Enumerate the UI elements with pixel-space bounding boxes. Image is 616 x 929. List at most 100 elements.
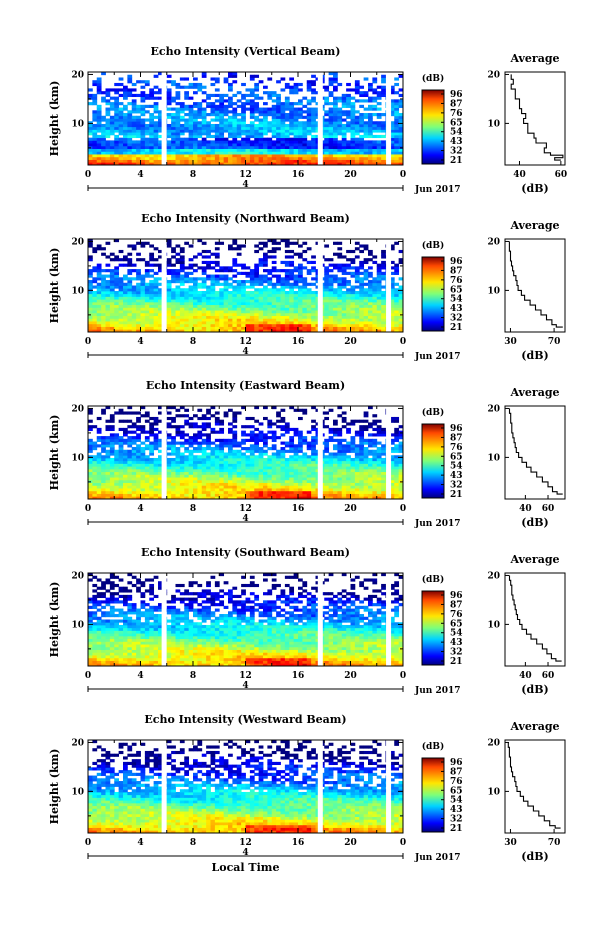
heatmap-cell [123,134,128,139]
heatmap-cell [359,93,365,98]
heatmap-cell [271,301,277,306]
heatmap-cell [179,479,185,483]
heatmap-cell [105,110,111,114]
heatmap-cell [92,444,98,448]
heatmap-cell [311,140,316,144]
heatmap-cell [201,460,207,464]
heatmap-cell [214,304,220,308]
heatmap-cell [398,299,404,303]
heatmap-cell [289,118,295,122]
heatmap-cell [149,140,155,144]
heatmap-cell [394,477,400,481]
heatmap-cell [109,304,115,308]
heatmap-cell [175,452,181,456]
heatmap-cell [363,323,369,327]
heatmap-cell [359,85,365,89]
heatmap-cell [394,329,400,333]
heatmap-cell [284,479,290,483]
heatmap-cell [153,444,159,448]
heatmap-cell [249,280,255,284]
heatmap-cell [179,326,185,330]
heatmap-cell [254,249,260,254]
heatmap-cell [206,447,211,451]
heatmap-cell [223,493,229,497]
heatmap-cell [389,488,395,492]
heatmap-cell [254,490,260,494]
heatmap-cell [293,474,299,478]
heatmap-cell [123,288,128,292]
heatmap-cell [131,290,137,295]
heatmap-cell [184,118,190,122]
heatmap-cell [254,312,260,316]
heatmap-cell [149,274,155,278]
heatmap-cell [175,244,181,248]
heatmap-cell [197,482,203,486]
heatmap-cell [258,471,264,475]
heatmap-cell [105,151,111,155]
heatmap-cell [144,241,150,245]
heatmap-cell [398,326,404,330]
heatmap-cell [236,312,242,316]
heatmap-cell [293,493,299,497]
heatmap-cell [158,121,163,125]
heatmap-cell [341,310,347,314]
heatmap-cell [158,266,163,270]
heatmap-cell [241,479,246,483]
heatmap-cell [354,156,360,160]
heatmap-cell [241,266,246,270]
heatmap-cell [241,137,246,141]
heatmap-cell [140,148,146,152]
heatmap-cell [193,482,198,486]
heatmap-cell [206,134,211,139]
heatmap-cell [179,460,185,464]
heatmap-cell [280,137,286,141]
heatmap-cell [228,266,233,270]
heatmap-cell [232,482,238,486]
heatmap-cell [311,154,316,158]
heatmap-cell [267,299,273,303]
heatmap-cell [368,296,373,300]
heatmap-cell [149,118,155,122]
heatmap-cell [175,277,181,281]
heatmap-cell [219,323,225,327]
heatmap-cell [105,326,111,330]
heatmap-cell [101,318,106,322]
heatmap-cell [92,447,98,451]
heatmap-cell [381,466,386,470]
heatmap-cell [328,274,334,278]
heatmap-cell [333,143,338,147]
heatmap-cell [346,126,351,130]
heatmap-cell [210,318,216,322]
heatmap-cell [114,460,120,464]
heatmap-cell [131,244,137,248]
heatmap-cell [179,288,185,292]
heatmap-cell [210,490,216,494]
heatmap-cell [254,321,260,325]
profile-title: Average [509,52,559,65]
heatmap-cell [249,88,255,92]
heatmap-cell [101,326,106,330]
heatmap-cell [284,321,290,325]
heatmap-cell [153,471,159,475]
heatmap-cell [171,277,176,281]
heatmap-cell [206,496,211,500]
heatmap-cell [188,137,194,141]
heatmap-cell [166,263,172,267]
heatmap-cell [306,315,312,319]
heatmap-cell [271,118,277,122]
heatmap-cell [298,280,303,284]
heatmap-cell [131,107,137,111]
heatmap-cell [96,154,102,158]
heatmap-cell [109,148,115,152]
heatmap-cell [354,129,360,133]
heatmap-cell [254,326,260,330]
heatmap-cell [149,301,155,306]
heatmap-cell [140,296,146,300]
heatmap-cell [232,471,238,475]
heatmap-cell [179,249,185,254]
heatmap-cell [284,123,290,128]
heatmap-cell [101,126,106,130]
heatmap-cell [179,148,185,152]
heatmap-cell [131,321,137,325]
